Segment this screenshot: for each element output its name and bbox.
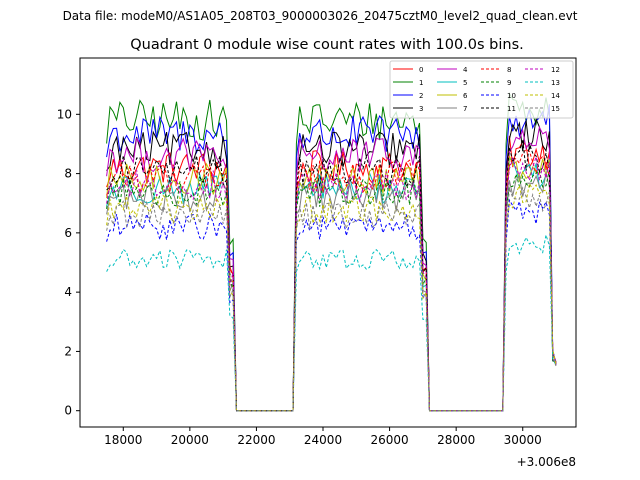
chart-title: Quadrant 0 module wise count rates with … [130,37,524,53]
x-tick-label: 20000 [171,433,209,447]
legend-label-1: 1 [419,79,423,87]
legend-label-14: 14 [551,92,560,100]
legend-label-6: 6 [463,92,468,100]
x-tick-label: 30000 [504,433,542,447]
y-tick-label: 8 [64,167,72,181]
series-line-10 [106,198,557,412]
series-line-0 [106,135,557,412]
legend-label-8: 8 [507,66,511,74]
y-tick-label: 2 [64,344,72,358]
series-line-12 [106,156,557,412]
plot-frame [79,57,577,428]
legend-label-10: 10 [507,92,516,100]
legend-label-12: 12 [551,66,560,74]
series-line-13 [106,234,557,412]
series-line-14 [106,182,557,412]
x-offset-label: +3.006e8 [517,455,576,469]
legend-label-2: 2 [419,92,423,100]
y-tick-label: 10 [57,107,72,121]
legend-label-13: 13 [551,79,560,87]
x-tick-label: 18000 [104,433,142,447]
legend-label-3: 3 [419,105,423,113]
legend-label-4: 4 [463,66,468,74]
series-line-11 [106,139,557,412]
legend-label-9: 9 [507,79,511,87]
legend-label-7: 7 [463,105,467,113]
data-file-header: Data file: modeM0/AS1A05_208T03_90000030… [63,9,578,23]
series-line-2 [106,104,557,412]
x-axis: 18000 20000 22000 24000 26000 28000 30000 [104,427,542,447]
legend-label-15: 15 [551,105,560,113]
plot-lines [106,91,557,412]
x-tick-label: 24000 [304,433,342,447]
series-line-15 [106,186,557,412]
x-tick-label: 26000 [370,433,408,447]
x-tick-label: 28000 [437,433,475,447]
legend-label-0: 0 [419,66,423,74]
legend-label-11: 11 [507,105,516,113]
legend-label-5: 5 [463,79,467,87]
y-tick-label: 4 [64,285,72,299]
y-axis: 0 2 4 6 8 10 [57,107,80,418]
x-tick-label: 22000 [237,433,275,447]
y-tick-label: 0 [64,404,72,418]
y-tick-label: 6 [64,226,72,240]
legend-box [389,60,574,119]
